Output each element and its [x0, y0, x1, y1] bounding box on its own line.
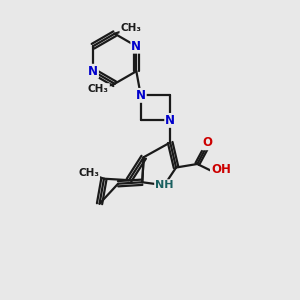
Text: CH₃: CH₃ — [78, 168, 99, 178]
Text: OH: OH — [211, 164, 231, 176]
Text: CH₃: CH₃ — [120, 23, 141, 33]
Text: N: N — [88, 65, 98, 78]
Text: NH: NH — [155, 180, 174, 190]
Text: N: N — [131, 40, 141, 53]
Text: N: N — [136, 89, 146, 102]
Text: O: O — [202, 136, 212, 149]
Text: CH₃: CH₃ — [88, 84, 109, 94]
Text: N: N — [165, 114, 175, 127]
